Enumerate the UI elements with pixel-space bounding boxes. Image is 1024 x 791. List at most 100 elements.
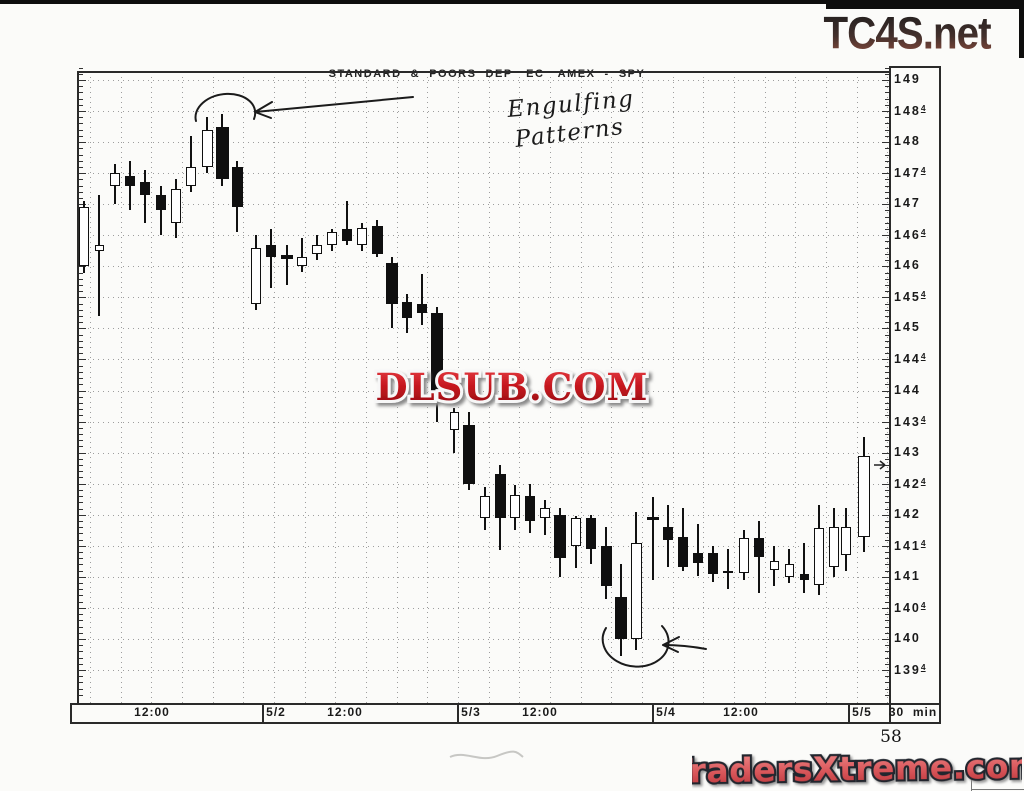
y-axis-tick-right — [885, 216, 889, 218]
y-axis-tick-right — [882, 359, 889, 361]
y-axis-fraction: 4 — [920, 413, 926, 424]
y-axis-tick-right — [882, 80, 889, 82]
y-axis-tick-right — [885, 365, 889, 367]
candle-wick — [160, 185, 162, 236]
candle-wick — [98, 194, 100, 316]
y-axis-price-label: 144 — [894, 382, 921, 397]
y-axis-tick-right — [885, 409, 889, 411]
y-axis-tick-right — [885, 384, 889, 386]
vertical-gridline — [856, 72, 858, 703]
candle-bullish — [94, 244, 104, 251]
y-axis-tick-right — [882, 390, 889, 392]
x-axis-day-divider — [457, 703, 459, 723]
y-axis-price-label: 1454 — [894, 289, 926, 305]
y-axis-tick-right — [885, 489, 889, 491]
y-axis-price-label: 147 — [894, 196, 921, 211]
x-axis-time-label: 5/3 — [461, 705, 481, 719]
vertical-gridline — [672, 72, 674, 703]
y-axis-tick-right — [885, 260, 889, 262]
last-price-arrow-marker — [874, 460, 886, 470]
y-axis-tick-left — [79, 496, 83, 498]
y-axis-tick-left — [79, 520, 83, 522]
candle-bearish — [586, 517, 596, 549]
x-axis-time-label: 12:00 — [134, 705, 170, 719]
y-axis-tick-left — [79, 694, 83, 696]
horizontal-gridline — [78, 607, 890, 609]
y-axis-tick-left — [79, 297, 86, 299]
horizontal-gridline — [78, 142, 890, 144]
horizontal-gridline — [78, 297, 890, 299]
horizontal-gridline — [78, 576, 890, 578]
y-axis-tick-left — [79, 657, 83, 659]
y-axis-tick-right — [885, 117, 889, 119]
candle-bearish — [678, 537, 688, 567]
y-axis-tick-left — [79, 589, 83, 591]
y-axis-right — [889, 66, 891, 723]
x-axis-time-label: 5/5 — [852, 705, 872, 719]
candle-bearish — [615, 596, 627, 639]
y-axis-tick-left — [79, 570, 83, 572]
y-axis-tick-left — [79, 539, 83, 541]
y-axis-tick-left — [79, 508, 83, 510]
y-axis-tick-right — [885, 272, 889, 274]
vertical-gridline — [887, 72, 889, 703]
y-axis-tick-right — [885, 589, 889, 591]
y-axis-tick-left — [79, 427, 83, 429]
y-axis-tick-left — [79, 86, 83, 88]
y-axis-tick-left — [79, 185, 83, 187]
y-axis-tick-left — [79, 620, 83, 622]
y-axis-tick-left — [79, 533, 83, 535]
y-axis-tick-left — [79, 359, 86, 361]
y-axis-tick-right — [885, 92, 889, 94]
y-axis-tick-right — [885, 179, 889, 181]
tradersxtreme-logo: TradersXtreme.com — [692, 744, 1022, 791]
candle-wick — [652, 497, 654, 580]
y-axis-tick-left — [79, 353, 83, 355]
y-axis-tick-right — [885, 210, 889, 212]
scan-artifact-corner-line-v — [971, 776, 972, 791]
y-axis-price-label: 1424 — [894, 475, 926, 491]
vertical-gridline — [396, 72, 398, 703]
y-axis-price-label: 143 — [894, 444, 921, 459]
y-axis-tick-right — [885, 123, 889, 125]
vertical-gridline — [212, 72, 214, 703]
candle-bullish — [297, 256, 307, 267]
x-axis-strip-bottom — [70, 722, 941, 724]
y-axis-tick-left — [79, 173, 86, 175]
y-axis-tick-left — [79, 415, 83, 417]
y-axis-tick-right — [885, 198, 889, 199]
y-axis-tick-left — [79, 446, 83, 448]
x-axis-day-divider — [652, 703, 654, 723]
vertical-gridline — [734, 72, 736, 703]
vertical-gridline — [826, 72, 828, 703]
y-axis-price-label: 1474 — [894, 165, 926, 181]
y-axis-tick-right — [885, 688, 889, 690]
candle-wick — [346, 201, 348, 245]
y-axis-left — [77, 71, 79, 705]
scan-artifact-right-strip — [1019, 0, 1024, 58]
candle-bullish — [540, 508, 550, 518]
dlsub-watermark: DLSUB.COM — [373, 362, 651, 412]
y-axis-tick-left — [79, 303, 83, 305]
y-axis-tick-right — [882, 204, 889, 206]
y-axis-tick-right — [882, 638, 889, 640]
handwritten-circle-bottom — [601, 625, 670, 668]
y-axis-tick-left — [79, 682, 83, 684]
candle-bullish — [251, 247, 261, 304]
y-axis-tick-right — [885, 601, 889, 603]
candle-wick — [727, 549, 729, 590]
y-axis-tick-left — [79, 92, 83, 94]
tradersxtreme-logo-text: TradersXtreme.com — [692, 746, 1022, 790]
candle-bearish — [554, 514, 566, 559]
y-axis-tick-right — [885, 458, 889, 460]
y-axis-tick-right — [885, 104, 889, 106]
candle-bullish — [858, 455, 870, 538]
candle-bullish — [784, 564, 794, 577]
vertical-gridline — [427, 72, 429, 703]
y-axis-tick-right — [885, 347, 889, 349]
candle-bullish — [571, 517, 581, 546]
candle-wick — [270, 229, 272, 289]
candle-bullish — [186, 166, 196, 186]
candle-wick — [803, 542, 805, 593]
candle-bullish — [510, 494, 520, 518]
